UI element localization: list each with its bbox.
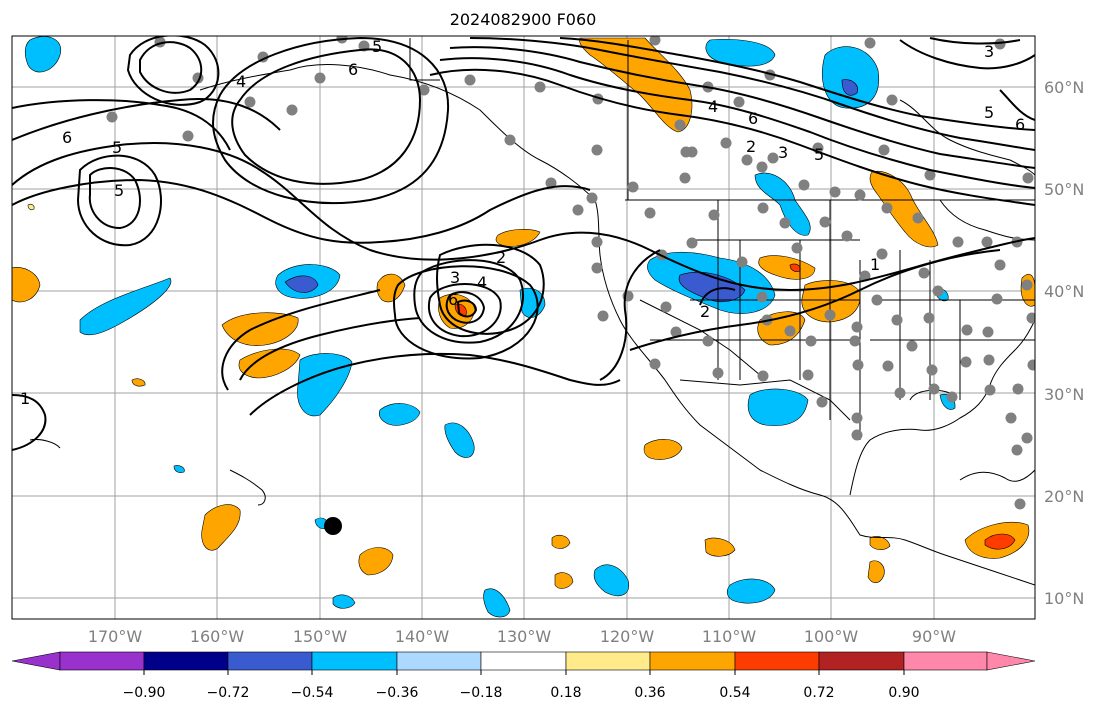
colorbar-tick-label: −0.36 — [376, 685, 419, 701]
colorbar-segment — [565, 651, 651, 671]
contour-label: 2 — [496, 248, 506, 267]
contour-label: 4 — [708, 97, 718, 116]
contour-label: 4 — [236, 72, 246, 91]
contour-label: 6 — [448, 290, 458, 309]
contour-label: 5 — [112, 138, 122, 157]
colorbar-ticks: −0.90 −0.72 −0.54 −0.36 −0.18 0.18 0.36 … — [123, 670, 920, 701]
longitude-labels: 170°W 160°W 150°W 140°W 130°W 120°W 110°… — [88, 627, 956, 646]
contour-label: 6 — [62, 128, 72, 147]
map-frame — [11, 35, 1036, 620]
colorbar-segment — [649, 651, 736, 671]
colorbar-segment — [903, 651, 988, 671]
storm-marker — [324, 517, 342, 535]
contour-label: 3 — [450, 268, 460, 287]
lat-label: 10°N — [1044, 589, 1084, 608]
colorbar-tick-label: 0.54 — [719, 685, 750, 701]
contour-label: 3 — [778, 143, 788, 162]
lon-label: 170°W — [88, 627, 143, 646]
map-title: 2024082900 F060 — [449, 10, 597, 29]
colorbar — [11, 651, 1036, 671]
colorbar-tick-label: 0.36 — [634, 685, 665, 701]
colorbar-tick-label: 0.18 — [550, 685, 581, 701]
lat-label: 50°N — [1044, 180, 1084, 199]
colorbar-segment — [480, 651, 567, 671]
contour-label: 5 — [372, 37, 382, 56]
colorbar-tick-label: 0.72 — [803, 685, 834, 701]
contour-label: 5 — [814, 145, 824, 164]
colorbar-left-extension — [11, 651, 61, 671]
contour-label: 5 — [984, 103, 994, 122]
colorbar-tick-label: −0.54 — [291, 685, 334, 701]
lon-label: 90°W — [912, 627, 956, 646]
negative-anomaly-shading — [24, 36, 956, 618]
lon-label: 110°W — [702, 627, 757, 646]
lat-label: 20°N — [1044, 487, 1084, 506]
contour-label: 3 — [984, 42, 994, 61]
colorbar-segment — [59, 651, 145, 671]
contour-label: 6 — [748, 109, 758, 128]
lat-label: 30°N — [1044, 385, 1084, 404]
contour-label: 1 — [20, 389, 30, 408]
lon-label: 140°W — [395, 627, 450, 646]
contour-label: 4 — [477, 273, 487, 292]
contour-label: 1 — [870, 255, 880, 274]
lat-label: 60°N — [1044, 78, 1084, 97]
colorbar-segment — [734, 651, 820, 671]
colorbar-segment — [311, 651, 398, 671]
positive-anomaly-shading — [12, 37, 1035, 589]
colorbar-tick-label: 0.90 — [888, 685, 919, 701]
lon-label: 130°W — [497, 627, 552, 646]
latitude-labels: 60°N 50°N 40°N 30°N 20°N 10°N — [1044, 78, 1084, 608]
colorbar-segment — [227, 651, 313, 671]
lon-label: 100°W — [804, 627, 859, 646]
colorbar-tick-label: −0.18 — [460, 685, 503, 701]
lat-label: 40°N — [1044, 282, 1084, 301]
colorbar-tick-label: −0.90 — [123, 685, 166, 701]
contour-label: 2 — [746, 137, 756, 156]
lon-label: 120°W — [600, 627, 655, 646]
colorbar-segment — [818, 651, 905, 671]
height-contours — [12, 36, 1035, 451]
contour-label: 5 — [114, 181, 124, 200]
contour-label: 6 — [348, 60, 358, 79]
colorbar-segment — [143, 651, 229, 671]
lon-label: 160°W — [190, 627, 245, 646]
station-dots — [106, 36, 1035, 510]
contour-labels: 5 6 5 6 5 4 6 2 3 4 2 1 1 2 3 4 5 6 3 5 … — [20, 37, 1025, 408]
contour-label: 2 — [700, 302, 710, 321]
lon-label: 150°W — [293, 627, 348, 646]
colorbar-right-extension — [986, 651, 1036, 671]
colorbar-segment — [396, 651, 482, 671]
colorbar-tick-label: −0.72 — [207, 685, 250, 701]
coastlines-and-borders — [29, 38, 1035, 586]
contour-label: 6 — [1015, 115, 1025, 134]
